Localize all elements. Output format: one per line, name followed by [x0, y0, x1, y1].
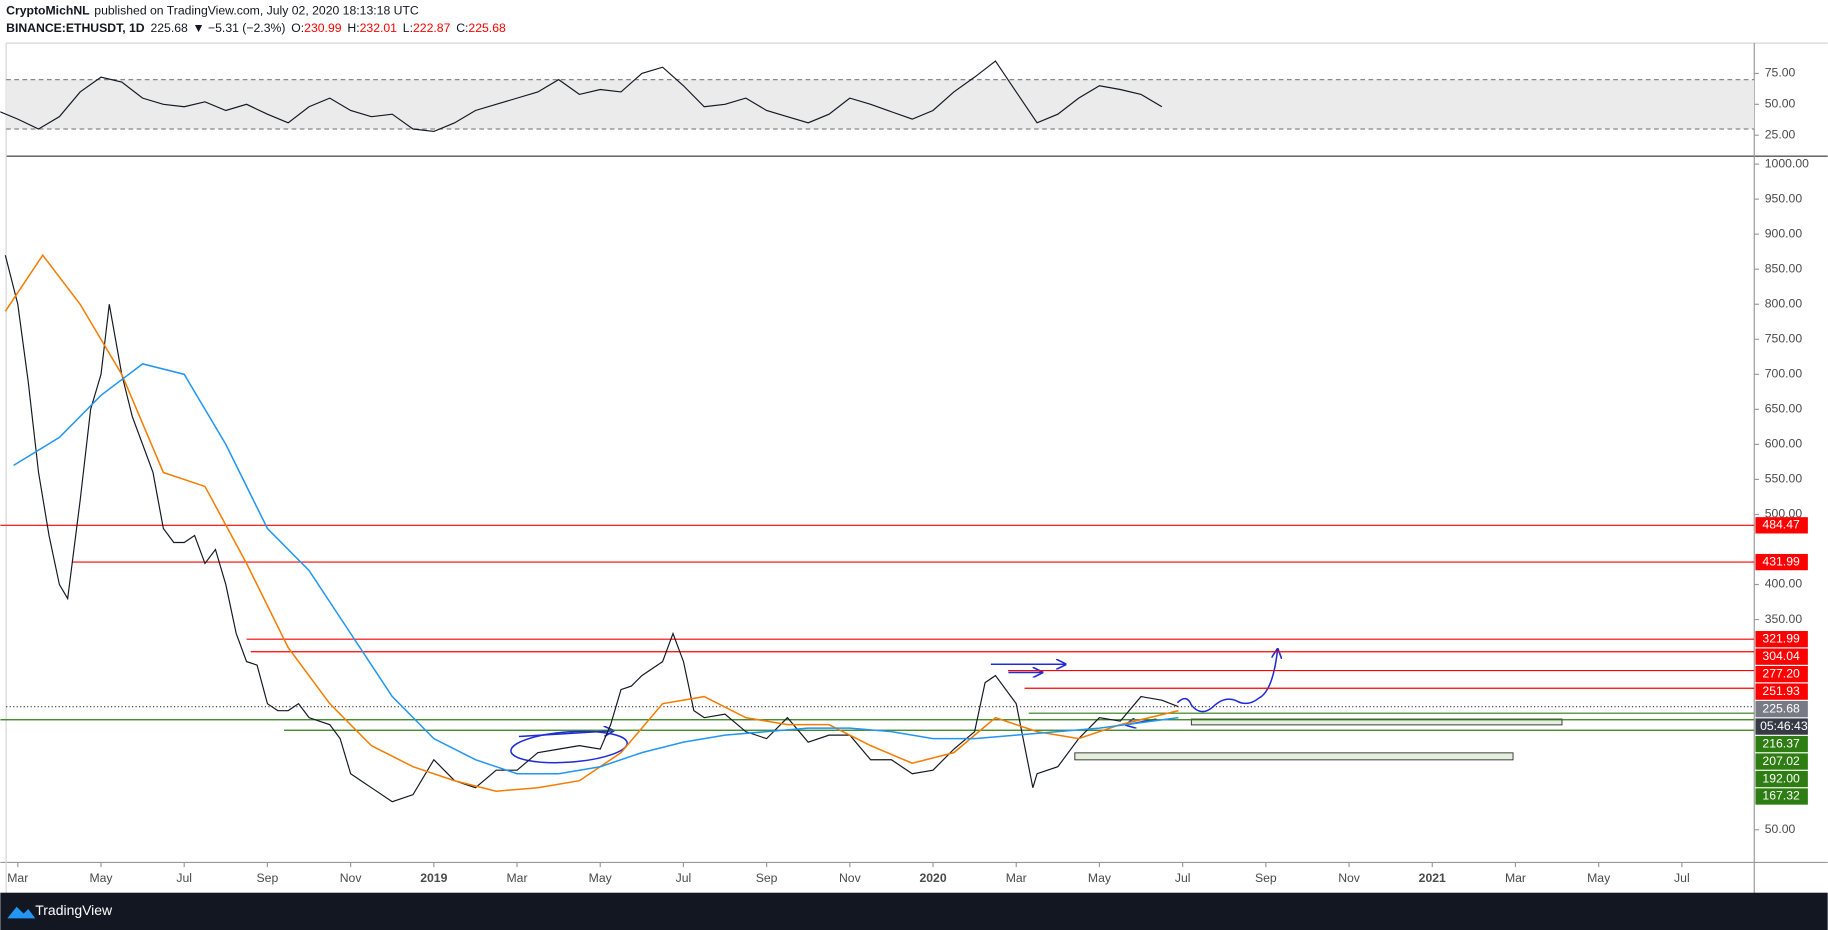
- rsi-tick-label: 25.00: [1765, 127, 1796, 141]
- y-tick-label: 400.00: [1765, 577, 1803, 591]
- ohlc-label: O:: [291, 21, 304, 35]
- rsi-pane: [0, 60, 1755, 133]
- x-tick-label: Sep: [257, 871, 279, 885]
- y-tick-label: 850.00: [1765, 261, 1803, 275]
- price-tag: [1755, 735, 1808, 753]
- ohlc-value: 222.87: [413, 21, 451, 35]
- countdown-tag: [1755, 718, 1808, 735]
- price-tag: [1755, 648, 1808, 665]
- x-tick-label: Jul: [1175, 871, 1191, 885]
- x-tick-label: May: [1088, 871, 1112, 885]
- price-tag-label: 192.00: [1762, 771, 1800, 785]
- y-tick-label: 1000.00: [1765, 156, 1809, 170]
- projection-path: [1176, 649, 1277, 713]
- x-tick-label: Nov: [340, 871, 363, 885]
- x-tick-label: May: [589, 871, 613, 885]
- y-tick-label: 650.00: [1765, 402, 1803, 416]
- ohlc-value: 225.68: [468, 21, 506, 35]
- rsi-tick-label: 50.00: [1765, 97, 1796, 111]
- x-tick-label: 2020: [919, 871, 946, 885]
- ohlc-label: C:: [456, 21, 468, 35]
- x-tick-label: Mar: [1006, 871, 1027, 885]
- x-tick-label: Sep: [1255, 871, 1277, 885]
- x-tick-label: May: [1587, 871, 1611, 885]
- y-tick-label: 900.00: [1765, 226, 1803, 240]
- countdown: 05:46:43: [1760, 719, 1808, 733]
- price-pane: [0, 253, 1755, 803]
- axes: 75.00 50.00 25.00 1000.00 950.00 900.00 850.00…: [7, 66, 1809, 885]
- price-tag-label: 207.02: [1762, 754, 1800, 768]
- x-tick-label: Jul: [1674, 871, 1690, 885]
- rsi-band: [6, 79, 1755, 130]
- ohlc: O:230.99 H:232.01 L:222.87 C:225.68: [291, 21, 506, 35]
- x-tick-label: Mar: [1505, 871, 1526, 885]
- ohlc-value: 232.01: [360, 21, 398, 35]
- rsi-tick-label: 75.00: [1765, 66, 1796, 80]
- price-tag-label: 225.68: [1762, 701, 1800, 715]
- author: CryptoMichNL: [6, 4, 90, 18]
- y-tick-label: 50.00: [1765, 822, 1796, 836]
- ohlc-label: L:: [403, 21, 413, 35]
- price-tag-label: 216.37: [1762, 736, 1800, 750]
- x-tick-label: 2021: [1419, 871, 1446, 885]
- price-tag: [1755, 700, 1808, 718]
- price-tag: [1755, 788, 1808, 805]
- footer: [0, 892, 1828, 930]
- price-tag: [1755, 517, 1808, 534]
- y-tick-label: 950.00: [1765, 191, 1803, 205]
- price-tag: [1755, 770, 1808, 788]
- x-tick-label: 2019: [420, 871, 447, 885]
- symbol: BINANCE:ETHUSDT, 1D: [6, 21, 145, 35]
- zone-box: [1074, 752, 1514, 761]
- price-series: [4, 253, 1179, 792]
- y-tick-label: 700.00: [1765, 367, 1803, 381]
- annotation-ellipse: [510, 730, 628, 764]
- zone-box: [1190, 718, 1563, 726]
- x-tick-label: Jul: [676, 871, 692, 885]
- header-line-2: BINANCE:ETHUSDT, 1D 225.68 ▼ −5.31 (−2.3%)…: [6, 21, 506, 35]
- y-tick-label: 550.00: [1765, 472, 1803, 486]
- ohlc-label: H:: [347, 21, 359, 35]
- rsi-line: [0, 60, 1163, 133]
- price-tag: [1755, 553, 1808, 571]
- price-tag: [1755, 753, 1808, 770]
- price-tag: [1755, 665, 1808, 683]
- price-tag-label: 167.32: [1762, 789, 1800, 803]
- y-tick-label: 600.00: [1765, 437, 1803, 451]
- change: ▼ −5.31 (−2.3%): [193, 21, 286, 35]
- price-tag-label: 484.47: [1762, 518, 1800, 532]
- y-tick-label: 350.00: [1765, 612, 1803, 626]
- price-series: [4, 255, 1179, 803]
- price-tag-label: 304.04: [1762, 649, 1800, 663]
- price-tag-label: 251.93: [1762, 684, 1800, 698]
- header-line-1: CryptoMichNL published on TradingView.com…: [6, 4, 419, 18]
- x-tick-label: Mar: [7, 871, 28, 885]
- published: published on TradingView.com, July 02, 2…: [94, 4, 419, 18]
- y-tick-label: 800.00: [1765, 296, 1803, 310]
- price-tag: [1755, 631, 1808, 648]
- price-tags: 484.47 431.99 321.99 304.04 277.20 251.93 225.…: [1755, 517, 1808, 805]
- x-tick-label: Sep: [756, 871, 778, 885]
- price-series: [13, 363, 1179, 775]
- x-tick-label: Jul: [176, 871, 192, 885]
- x-tick-label: Nov: [839, 871, 862, 885]
- last: 225.68: [150, 21, 188, 35]
- price-tag-label: 277.20: [1762, 666, 1800, 680]
- x-tick-label: Mar: [506, 871, 527, 885]
- brand: TradingView: [35, 902, 113, 918]
- ohlc-value: 230.99: [304, 21, 342, 35]
- y-tick-label: 750.00: [1765, 332, 1803, 346]
- price-tag-label: 321.99: [1762, 631, 1800, 645]
- price-tag-label: 431.99: [1762, 554, 1800, 568]
- x-tick-label: Nov: [1338, 871, 1361, 885]
- x-tick-label: May: [89, 871, 113, 885]
- price-tag: [1755, 683, 1808, 700]
- annotation-arrow: [518, 731, 613, 738]
